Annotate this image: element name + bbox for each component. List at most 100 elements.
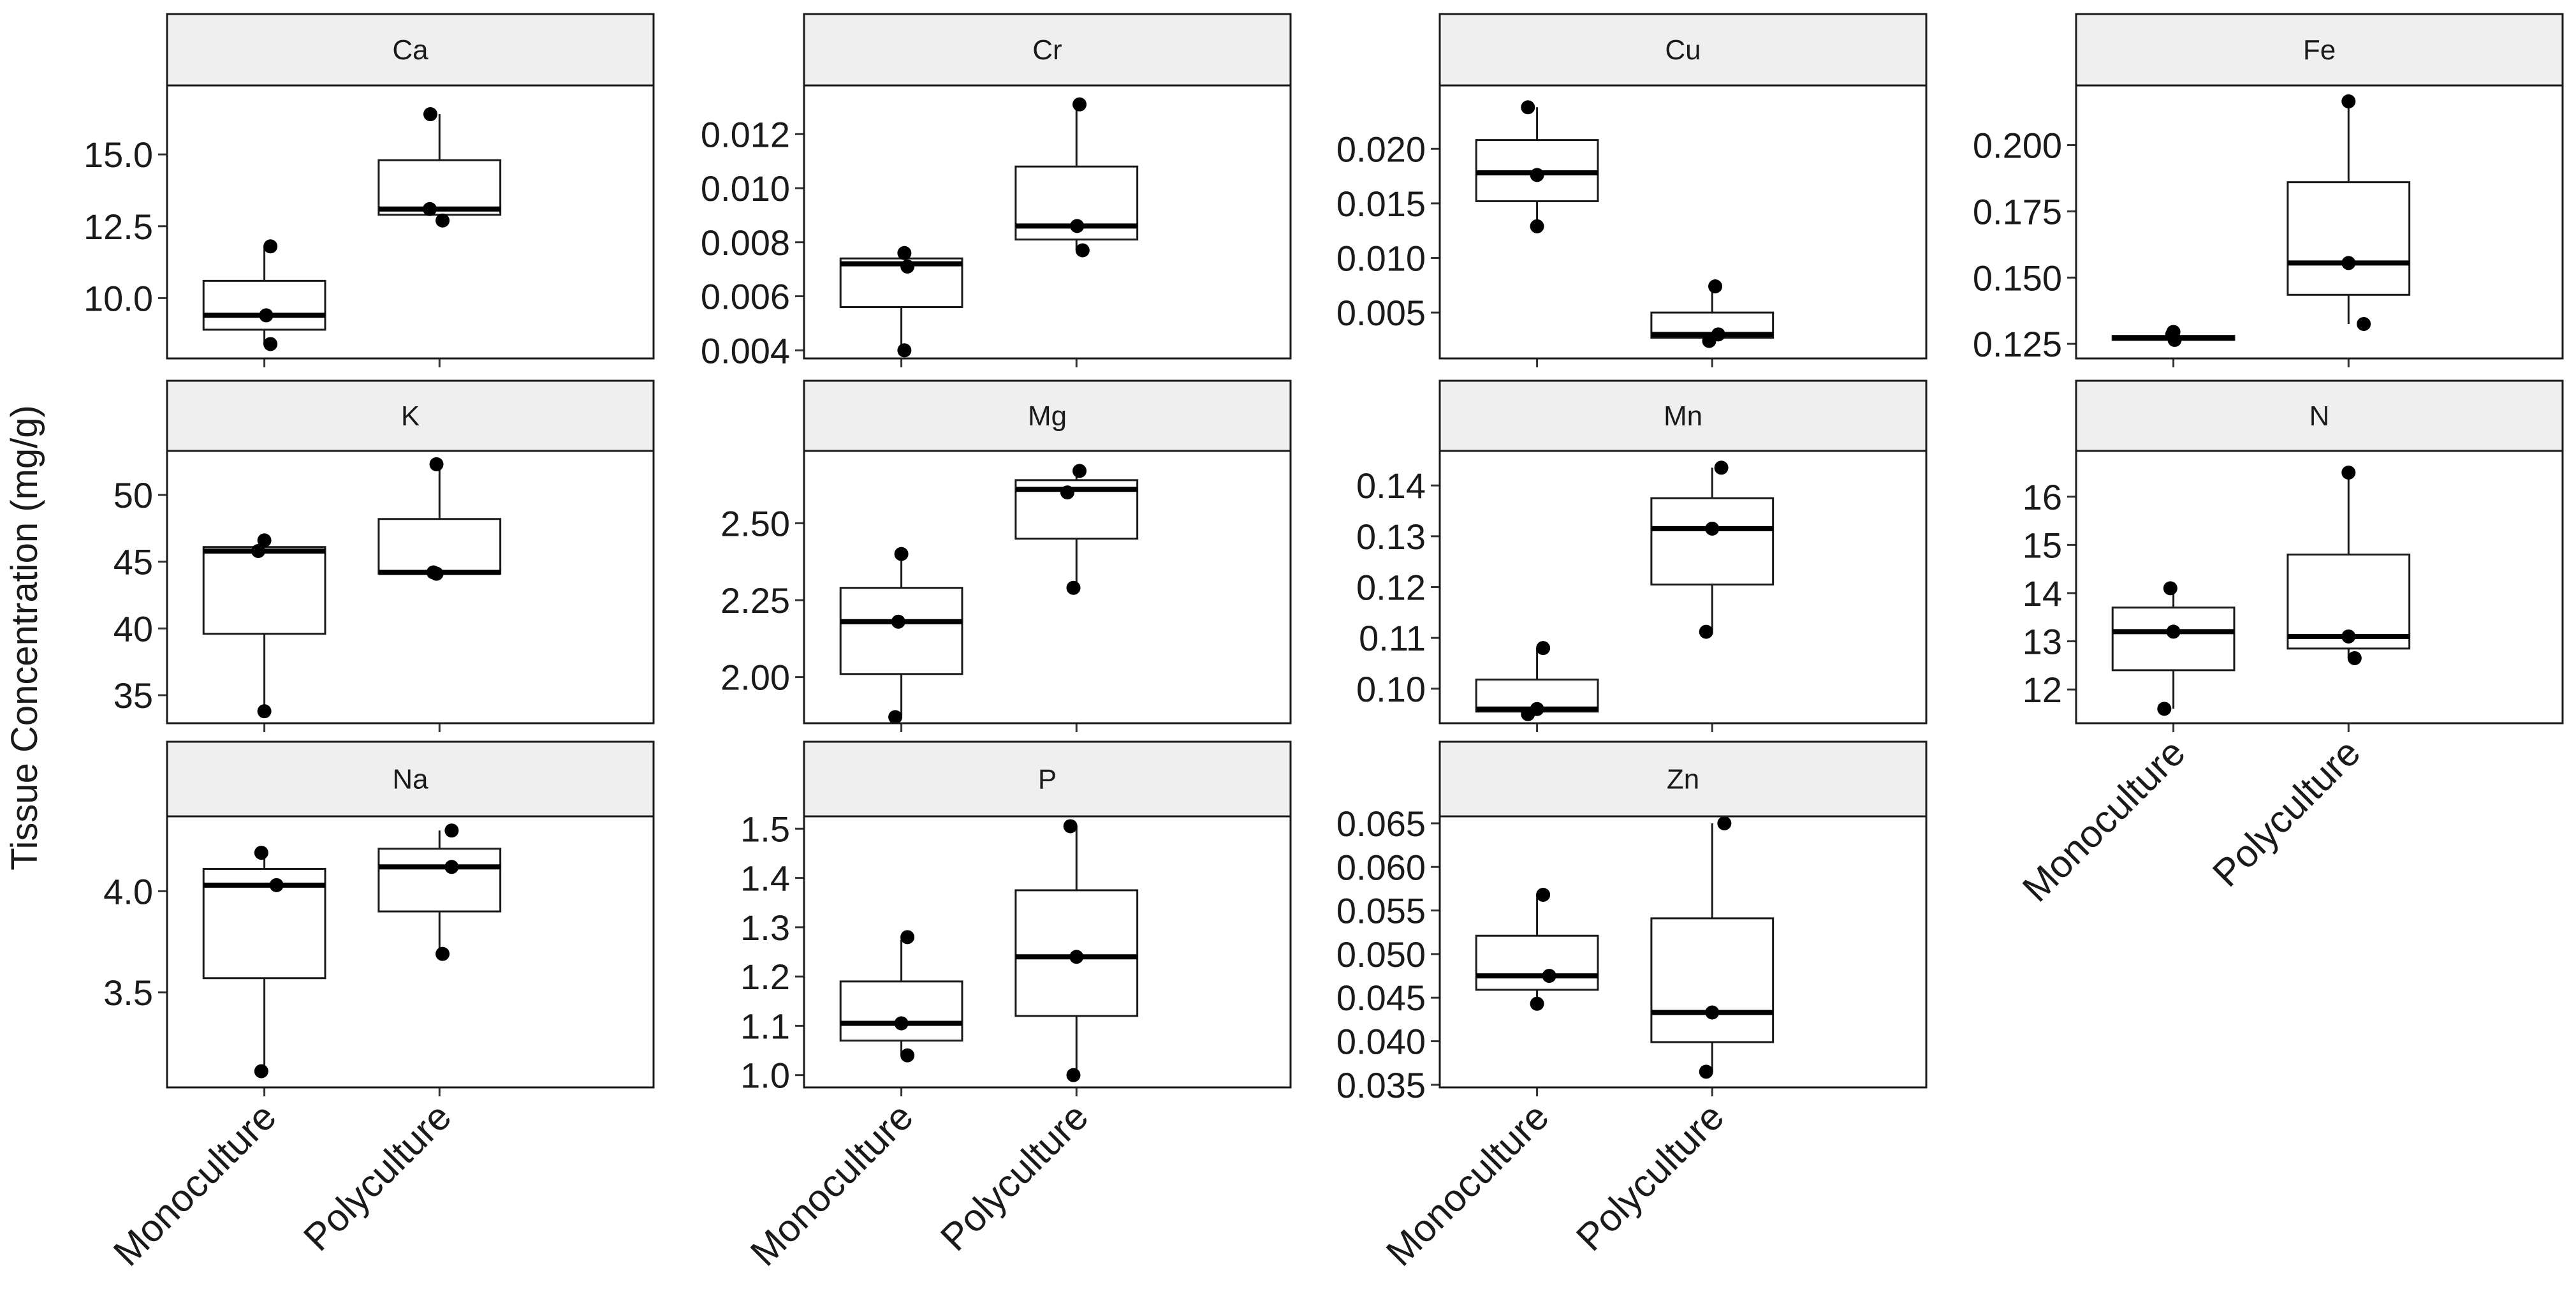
facet-strip-label: K bbox=[401, 401, 420, 432]
y-tick-label: 16 bbox=[2023, 477, 2062, 517]
y-tick-label: 0.010 bbox=[1336, 238, 1426, 278]
panel-border bbox=[166, 450, 655, 725]
y-tick-label: 1.2 bbox=[740, 957, 790, 997]
data-point bbox=[900, 259, 915, 274]
facet-strip-label: Cr bbox=[1032, 34, 1062, 66]
panel-border bbox=[166, 84, 655, 360]
iqr-box bbox=[202, 546, 326, 635]
y-tick-label: 0.045 bbox=[1336, 978, 1426, 1018]
y-tick-label: 0.060 bbox=[1336, 847, 1426, 887]
facet-panel-k: K 35 40 45 50 bbox=[113, 379, 655, 732]
y-tick-label: 10.0 bbox=[84, 278, 153, 318]
data-point bbox=[2165, 327, 2179, 342]
data-point bbox=[444, 860, 459, 874]
y-tick-label: 0.13 bbox=[1356, 517, 1426, 557]
data-point bbox=[423, 107, 437, 122]
box-polyculture bbox=[1650, 467, 1775, 631]
facet-panel-ca: Ca 10.0 12.5 15.0 bbox=[84, 13, 655, 367]
data-point bbox=[444, 823, 459, 838]
facet-strip-label: Mg bbox=[1028, 401, 1067, 432]
data-point bbox=[1072, 464, 1087, 478]
data-point bbox=[263, 239, 278, 254]
facet-strip bbox=[803, 13, 1292, 87]
data-point bbox=[435, 946, 450, 961]
data-point bbox=[2341, 466, 2356, 480]
data-point bbox=[1699, 1064, 1713, 1079]
y-tick-label: 2.50 bbox=[721, 503, 790, 543]
y-tick-label: 0.012 bbox=[701, 114, 790, 154]
box-polyculture bbox=[1650, 823, 1775, 1072]
facet-strip-label: Cu bbox=[1665, 34, 1701, 66]
data-point bbox=[1072, 97, 1087, 112]
data-point bbox=[1521, 100, 1535, 115]
iqr-box bbox=[1650, 917, 1775, 1043]
box-monoculture bbox=[839, 939, 963, 1056]
data-point bbox=[259, 308, 274, 323]
y-tick-label: 14 bbox=[2023, 573, 2062, 614]
y-tick-label: 0.10 bbox=[1356, 669, 1426, 709]
box-polyculture bbox=[1014, 471, 1139, 588]
y-tick-label: 45 bbox=[113, 542, 153, 582]
data-point bbox=[888, 710, 903, 725]
facet-strip bbox=[1438, 13, 1928, 87]
facet-strip-label: Fe bbox=[2303, 34, 2336, 66]
y-tick-label: 1.4 bbox=[740, 858, 790, 899]
panel-border bbox=[2075, 84, 2564, 360]
y-tick-label: 13 bbox=[2023, 622, 2062, 662]
data-point bbox=[1717, 816, 1732, 830]
data-point bbox=[2347, 651, 2362, 665]
data-point bbox=[263, 337, 278, 351]
data-point bbox=[2163, 581, 2177, 596]
data-point bbox=[423, 202, 437, 216]
panel-border bbox=[166, 815, 655, 1089]
data-point bbox=[897, 343, 912, 358]
panel-border bbox=[803, 84, 1292, 360]
facet-strip-label: Na bbox=[392, 764, 428, 795]
y-axis-title: Tissue Concentration (mg/g) bbox=[4, 405, 45, 871]
panel-border bbox=[1438, 815, 1928, 1089]
facet-strip bbox=[2075, 379, 2564, 452]
box-monoculture bbox=[202, 853, 326, 1071]
facet-panel-mn: Mn 0.10 0.11 0.12 0.13 0.14 bbox=[1356, 379, 1928, 732]
y-tick-label: 0.006 bbox=[701, 277, 790, 317]
data-point bbox=[1705, 521, 1720, 536]
data-point bbox=[1066, 580, 1081, 595]
y-tick-label: 15 bbox=[2023, 525, 2062, 565]
box-polyculture bbox=[377, 830, 502, 954]
data-point bbox=[894, 1016, 909, 1031]
y-tick-label: 3.5 bbox=[103, 973, 153, 1013]
iqr-box bbox=[377, 848, 502, 913]
y-tick-label: 4.0 bbox=[103, 871, 153, 911]
data-point bbox=[1530, 168, 1544, 182]
data-point bbox=[900, 1048, 915, 1063]
panel-border bbox=[803, 815, 1292, 1089]
data-point bbox=[1063, 819, 1078, 834]
data-point bbox=[429, 457, 444, 471]
data-point bbox=[2166, 624, 2181, 639]
box-polyculture bbox=[2287, 101, 2411, 324]
y-tick-label: 0.175 bbox=[1973, 191, 2062, 232]
y-tick-label: 0.150 bbox=[1973, 258, 2062, 298]
box-monoculture bbox=[1475, 894, 1599, 1004]
y-tick-label: 0.14 bbox=[1356, 466, 1426, 506]
y-tick-label: 0.11 bbox=[1359, 618, 1426, 658]
y-tick-label: 0.200 bbox=[1973, 125, 2062, 165]
y-tick-label: 0.020 bbox=[1336, 129, 1426, 169]
y-tick-label: 2.25 bbox=[721, 580, 790, 621]
data-point bbox=[435, 213, 450, 228]
facet-panel-cu: Cu 0.005 0.010 0.015 0.020 bbox=[1336, 13, 1928, 367]
y-tick-label: 2.00 bbox=[721, 658, 790, 698]
data-point bbox=[1069, 950, 1084, 964]
iqr-box bbox=[2111, 607, 2236, 672]
iqr-box bbox=[2287, 181, 2411, 296]
facet-strip bbox=[1438, 379, 1928, 452]
facet-strip bbox=[803, 379, 1292, 452]
iqr-box bbox=[1650, 497, 1775, 586]
panel-border bbox=[2075, 450, 2564, 725]
y-tick-label: 1.0 bbox=[740, 1056, 790, 1096]
facet-panel-mg: Mg 2.00 2.25 2.50 bbox=[721, 379, 1292, 732]
panel-border bbox=[1438, 84, 1928, 360]
data-point bbox=[1542, 969, 1556, 983]
y-tick-label: 15.0 bbox=[84, 135, 153, 175]
iqr-box bbox=[839, 587, 963, 675]
